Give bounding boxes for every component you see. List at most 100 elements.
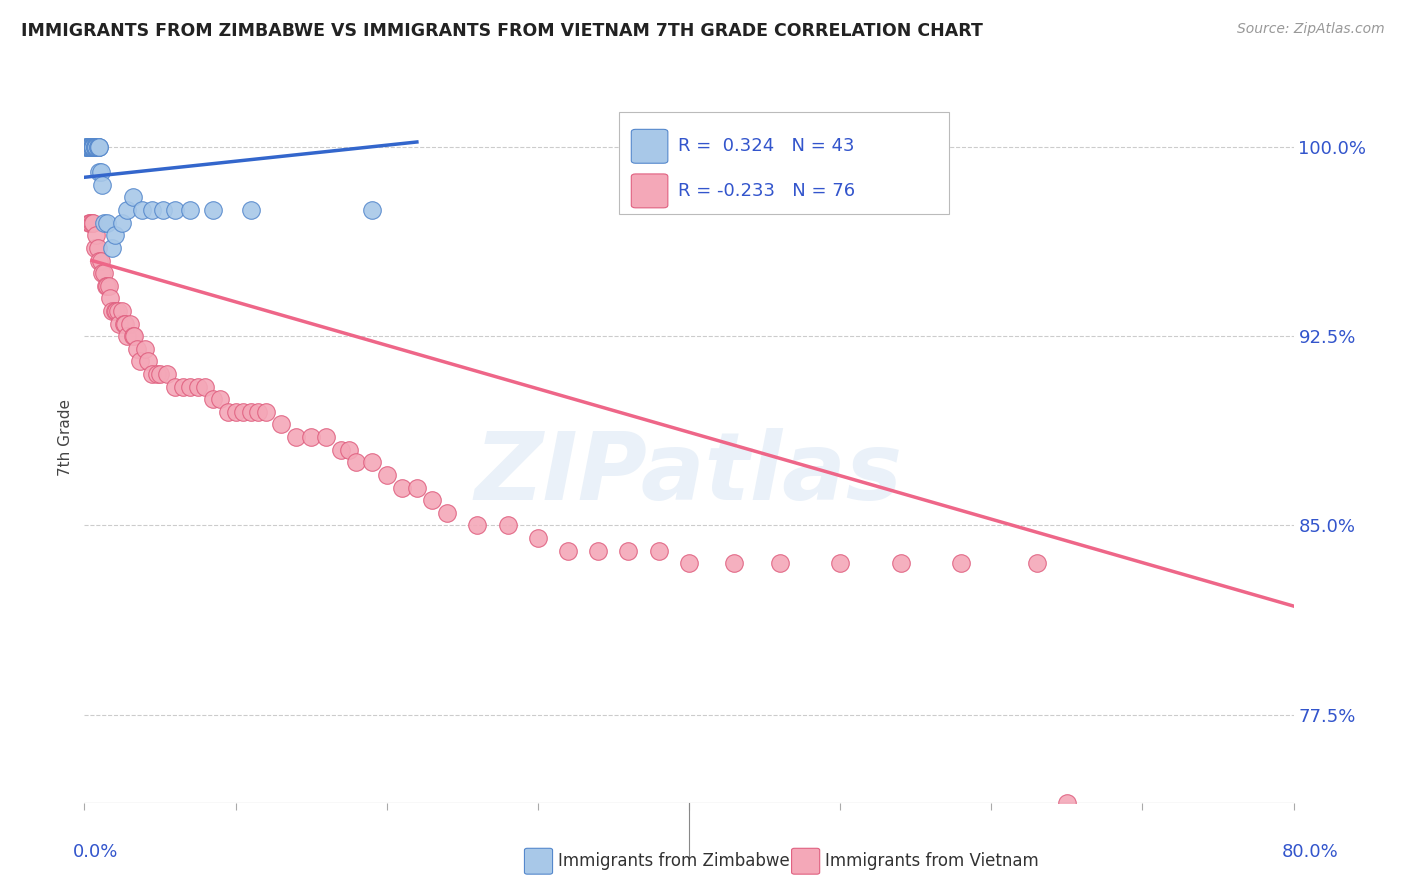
- Point: [122, 329, 145, 343]
- Point: [79, 216, 101, 230]
- Point: [121, 329, 143, 343]
- Point: [1025, 556, 1047, 570]
- Point: [239, 405, 262, 419]
- Point: [93, 216, 115, 230]
- Point: [890, 556, 912, 570]
- Point: [98, 291, 121, 305]
- Point: [136, 354, 159, 368]
- Point: [254, 405, 277, 419]
- Point: [315, 430, 337, 444]
- Point: [406, 481, 429, 495]
- Point: [84, 241, 107, 255]
- Point: [76, 140, 98, 154]
- Point: [467, 518, 489, 533]
- Point: [527, 531, 550, 545]
- Point: [830, 556, 852, 570]
- Point: [84, 140, 107, 154]
- Point: [270, 417, 292, 432]
- Point: [82, 140, 104, 154]
- Point: [108, 317, 131, 331]
- Point: [84, 140, 107, 154]
- Text: ZIPatlas: ZIPatlas: [475, 427, 903, 520]
- Point: [648, 543, 671, 558]
- Point: [127, 342, 149, 356]
- Point: [375, 467, 398, 482]
- Point: [93, 266, 115, 280]
- Point: [80, 216, 103, 230]
- Point: [225, 405, 247, 419]
- Point: [79, 140, 101, 154]
- Text: Immigrants from Zimbabwe: Immigrants from Zimbabwe: [558, 852, 790, 871]
- Point: [232, 405, 254, 419]
- Point: [187, 379, 209, 393]
- Point: [1056, 796, 1078, 810]
- Point: [165, 379, 187, 393]
- Point: [436, 506, 458, 520]
- Point: [141, 367, 163, 381]
- Point: [87, 140, 110, 154]
- Text: R =  0.324   N = 43: R = 0.324 N = 43: [678, 137, 855, 155]
- Point: [79, 140, 101, 154]
- Point: [75, 140, 97, 154]
- Point: [77, 140, 100, 154]
- Text: 80.0%: 80.0%: [1282, 843, 1339, 861]
- Point: [100, 241, 122, 255]
- Point: [80, 140, 103, 154]
- Point: [209, 392, 232, 407]
- Point: [76, 140, 98, 154]
- Point: [87, 140, 110, 154]
- Point: [121, 190, 143, 204]
- Point: [420, 493, 443, 508]
- Point: [84, 140, 107, 154]
- Point: [179, 379, 201, 393]
- Point: [91, 178, 114, 192]
- Point: [201, 392, 224, 407]
- Point: [77, 216, 100, 230]
- Point: [285, 430, 308, 444]
- Point: [77, 140, 100, 154]
- Point: [557, 543, 579, 558]
- Point: [97, 278, 120, 293]
- Point: [146, 367, 169, 381]
- Point: [950, 556, 973, 570]
- Point: [247, 405, 270, 419]
- Point: [86, 140, 108, 154]
- Point: [104, 228, 127, 243]
- Point: [134, 342, 156, 356]
- Text: 0.0%: 0.0%: [73, 843, 118, 861]
- Point: [111, 304, 134, 318]
- Point: [115, 203, 138, 218]
- Point: [82, 140, 104, 154]
- Point: [391, 481, 413, 495]
- Point: [89, 140, 111, 154]
- Text: R = -0.233   N = 76: R = -0.233 N = 76: [678, 182, 855, 200]
- Point: [77, 140, 100, 154]
- Point: [82, 140, 104, 154]
- Point: [299, 430, 322, 444]
- Point: [90, 253, 112, 268]
- Text: Source: ZipAtlas.com: Source: ZipAtlas.com: [1237, 22, 1385, 37]
- Point: [90, 165, 112, 179]
- Point: [152, 203, 174, 218]
- Point: [82, 216, 104, 230]
- Point: [112, 317, 135, 331]
- Point: [131, 203, 153, 218]
- Point: [179, 203, 201, 218]
- Point: [114, 317, 136, 331]
- Point: [79, 140, 101, 154]
- Point: [94, 278, 117, 293]
- Point: [172, 379, 194, 393]
- Point: [194, 379, 217, 393]
- Point: [96, 278, 118, 293]
- Point: [723, 556, 745, 570]
- Point: [165, 203, 187, 218]
- Point: [80, 140, 103, 154]
- Point: [346, 455, 368, 469]
- Point: [107, 304, 129, 318]
- Point: [111, 216, 134, 230]
- Point: [105, 304, 128, 318]
- Y-axis label: 7th Grade: 7th Grade: [58, 399, 73, 475]
- Text: Immigrants from Vietnam: Immigrants from Vietnam: [825, 852, 1039, 871]
- Point: [330, 442, 353, 457]
- Point: [588, 543, 610, 558]
